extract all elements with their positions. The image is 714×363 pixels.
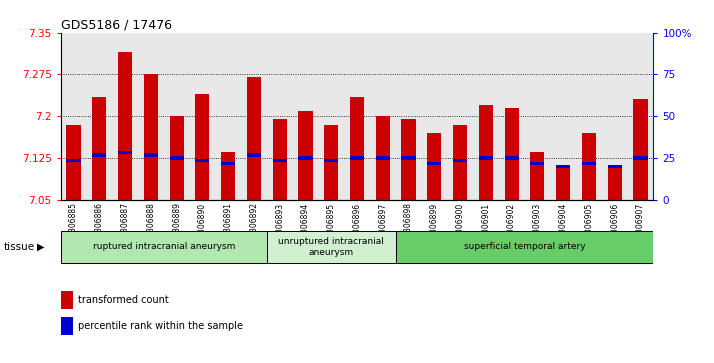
Bar (556, 164, 570, 168)
Bar (582, 162, 596, 165)
Bar (66, 159, 81, 162)
Bar (92, 97, 106, 200)
Bar (350, 97, 364, 200)
Bar (324, 125, 338, 200)
Bar (479, 156, 493, 160)
Bar (61, 317, 73, 335)
Bar (92, 154, 106, 157)
Bar (453, 125, 467, 200)
Bar (221, 162, 235, 165)
Bar (531, 152, 545, 200)
Bar (267, 231, 396, 263)
Bar (144, 154, 158, 157)
Bar (505, 108, 518, 200)
Text: superficial temporal artery: superficial temporal artery (463, 242, 585, 251)
Text: transformed count: transformed count (79, 295, 169, 305)
Bar (298, 156, 313, 160)
Bar (401, 119, 416, 200)
Bar (196, 159, 209, 162)
Text: ▶: ▶ (37, 242, 45, 252)
Bar (196, 94, 209, 200)
Bar (608, 166, 622, 200)
Text: GDS5186 / 17476: GDS5186 / 17476 (61, 19, 171, 32)
Bar (66, 125, 81, 200)
Bar (376, 156, 390, 160)
Bar (401, 156, 416, 160)
Bar (118, 52, 132, 200)
Bar (169, 156, 183, 160)
Bar (144, 74, 158, 200)
Bar (556, 166, 570, 200)
Bar (505, 156, 518, 160)
Bar (118, 151, 132, 154)
Text: percentile rank within the sample: percentile rank within the sample (79, 321, 243, 331)
Bar (427, 162, 441, 165)
Bar (396, 231, 653, 263)
Text: tissue: tissue (4, 242, 35, 252)
Bar (633, 99, 648, 200)
Bar (350, 156, 364, 160)
Bar (273, 159, 287, 162)
Bar (247, 77, 261, 200)
Bar (169, 116, 183, 200)
Bar (453, 159, 467, 162)
Bar (298, 111, 313, 200)
Bar (61, 291, 73, 309)
Bar (427, 133, 441, 200)
Text: ruptured intracranial aneurysm: ruptured intracranial aneurysm (93, 242, 235, 251)
Bar (479, 105, 493, 200)
Bar (247, 154, 261, 157)
Bar (61, 231, 267, 263)
Bar (531, 162, 545, 165)
Bar (633, 156, 648, 160)
Bar (273, 119, 287, 200)
Bar (324, 159, 338, 162)
Text: unruptured intracranial
aneurysm: unruptured intracranial aneurysm (278, 237, 384, 257)
Bar (582, 133, 596, 200)
Bar (376, 116, 390, 200)
Bar (221, 152, 235, 200)
Bar (608, 164, 622, 168)
